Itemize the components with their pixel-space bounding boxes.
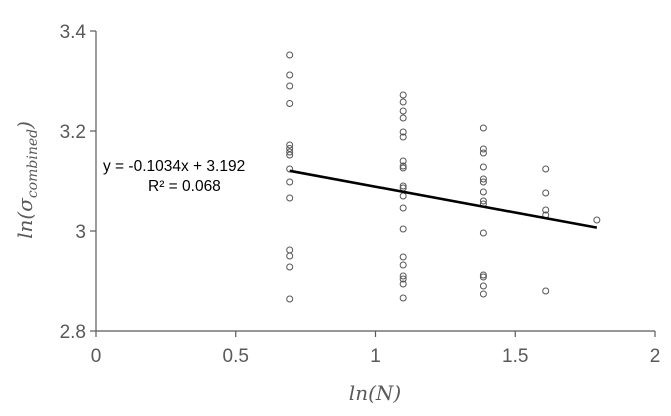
data-point (399, 98, 407, 106)
data-point (399, 128, 407, 136)
data-point (286, 82, 294, 90)
data-point (399, 107, 407, 115)
trendline-group (289, 169, 598, 229)
data-point (479, 282, 487, 290)
data-point (286, 263, 294, 271)
trendline-annotation: y = -0.1034x + 3.192 R² = 0.068 (103, 158, 245, 195)
data-point (479, 188, 487, 196)
data-point (479, 163, 487, 171)
data-point (286, 141, 294, 149)
data-point (479, 273, 487, 281)
y-tick-label: 3.2 (60, 122, 86, 143)
trendline-equation: y = -0.1034x + 3.192 (103, 158, 245, 175)
data-point (399, 253, 407, 261)
data-point (542, 189, 550, 197)
x-tick-label: 2 (650, 346, 661, 367)
y-axis-title-base: ln(σ (13, 197, 37, 239)
y-axis-title-subscript: combined (25, 129, 41, 198)
data-point (399, 114, 407, 122)
data-point (399, 192, 407, 200)
data-point (286, 51, 294, 59)
trendline (289, 169, 598, 229)
data-point (399, 261, 407, 269)
data-point (479, 229, 487, 237)
data-point (479, 197, 487, 205)
x-tick-label: 1.5 (502, 346, 528, 367)
y-tick-label: 3 (75, 222, 86, 243)
data-point (286, 71, 294, 79)
trendline-r-squared: R² = 0.068 (148, 178, 221, 195)
x-tick-label: 0 (91, 346, 102, 367)
data-point (399, 133, 407, 141)
data-point (399, 164, 407, 172)
data-point (542, 206, 550, 214)
axis-labels: ln(N) ln(σcombined) (13, 121, 401, 405)
data-point (399, 204, 407, 212)
y-axis-title-close: ) (13, 121, 37, 130)
data-point (399, 280, 407, 288)
x-tick-label: 0.5 (223, 346, 249, 367)
data-point (399, 91, 407, 99)
y-tick-label: 2.8 (60, 322, 86, 343)
data-point (286, 252, 294, 260)
data-point (479, 149, 487, 157)
data-point (399, 272, 407, 280)
data-point (479, 175, 487, 183)
data-point (479, 178, 487, 186)
data-points (286, 51, 601, 303)
data-point (286, 246, 294, 254)
data-point (286, 151, 294, 159)
data-point (399, 182, 407, 190)
data-point (479, 290, 487, 298)
data-point (399, 294, 407, 302)
data-point (542, 165, 550, 173)
data-point (479, 271, 487, 279)
data-point (479, 145, 487, 153)
data-point (542, 287, 550, 295)
axes: 2.8 3 3.2 3.4 0 0.5 1 1.5 2 (60, 22, 661, 367)
data-point (479, 124, 487, 132)
data-point (399, 275, 407, 283)
y-axis-title: ln(σcombined) (13, 121, 41, 239)
data-point (593, 216, 601, 224)
data-point (286, 178, 294, 186)
data-point (286, 194, 294, 202)
data-point (286, 148, 294, 156)
data-point (399, 162, 407, 170)
data-point (286, 295, 294, 303)
data-point (399, 157, 407, 165)
x-axis-title: ln(N) (349, 381, 401, 405)
data-point (399, 225, 407, 233)
y-tick-label: 3.4 (60, 22, 87, 43)
x-tick-label: 1 (370, 346, 381, 367)
data-point (286, 100, 294, 107)
